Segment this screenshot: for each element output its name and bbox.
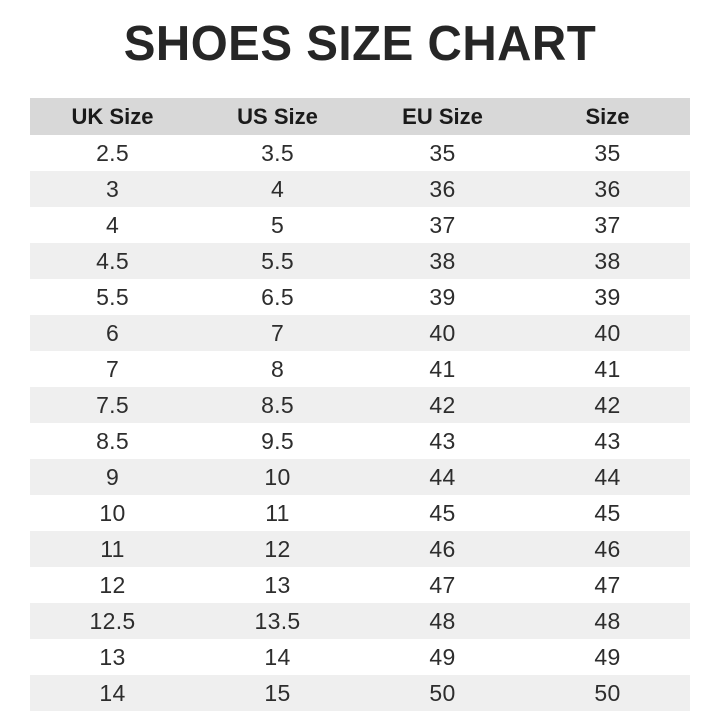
size-cell: 36 — [429, 175, 456, 202]
size-cell: 11 — [265, 499, 290, 526]
size-cell: 47 — [594, 571, 621, 598]
size-cell: 40 — [594, 319, 621, 346]
size-cell: 10 — [99, 499, 126, 526]
size-cell: 13.5 — [254, 607, 301, 634]
table-row: 14 15 50 50 — [30, 675, 690, 711]
size-cell: 49 — [429, 643, 456, 670]
size-cell: 15 — [264, 679, 291, 706]
size-cell: 39 — [429, 283, 456, 310]
size-cell: 41 — [429, 355, 456, 382]
table-row: 13 14 49 49 — [30, 639, 690, 675]
size-cell: 48 — [429, 607, 456, 634]
size-cell: 44 — [594, 463, 621, 490]
size-cell: 46 — [594, 535, 621, 562]
size-cell: 6.5 — [261, 283, 294, 310]
size-cell: 4 — [105, 211, 120, 238]
size-cell: 35 — [429, 139, 456, 166]
size-cell: 42 — [594, 391, 621, 418]
table-row: 7.5 8.5 42 42 — [30, 387, 690, 423]
table-row: 12.5 13.5 48 48 — [30, 603, 690, 639]
size-cell: 7.5 — [96, 391, 129, 418]
column-header-us-size: US Size — [195, 98, 360, 135]
size-cell: 7 — [105, 355, 120, 382]
table-row: 8.5 9.5 43 43 — [30, 423, 690, 459]
table-header: UK Size US Size EU Size Size — [30, 98, 690, 135]
size-cell: 37 — [594, 211, 621, 238]
size-cell: 37 — [429, 211, 456, 238]
size-cell: 4 — [270, 175, 285, 202]
table-row: 5.5 6.5 39 39 — [30, 279, 690, 315]
size-cell: 6 — [105, 319, 120, 346]
size-cell: 8.5 — [261, 391, 294, 418]
column-header-size: Size — [525, 98, 690, 135]
size-cell: 3 — [105, 175, 120, 202]
table-row: 9 10 44 44 — [30, 459, 690, 495]
column-header-eu-size: EU Size — [360, 98, 525, 135]
size-cell: 5 — [270, 211, 285, 238]
size-cell: 12 — [99, 571, 126, 598]
size-cell: 8 — [270, 355, 285, 382]
size-cell: 45 — [429, 499, 456, 526]
size-cell: 41 — [594, 355, 621, 382]
size-cell: 39 — [594, 283, 621, 310]
size-cell: 4.5 — [96, 247, 129, 274]
size-cell: 12.5 — [89, 607, 136, 634]
size-cell: 35 — [594, 139, 621, 166]
size-cell: 36 — [594, 175, 621, 202]
table-row: 12 13 47 47 — [30, 567, 690, 603]
table-row: 4 5 37 37 — [30, 207, 690, 243]
size-cell: 9.5 — [261, 427, 294, 454]
size-cell: 3.5 — [261, 139, 294, 166]
size-cell: 9 — [105, 463, 120, 490]
size-cell: 10 — [264, 463, 291, 490]
size-cell: 5.5 — [261, 247, 294, 274]
size-cell: 49 — [594, 643, 621, 670]
size-cell: 5.5 — [96, 283, 129, 310]
size-cell: 50 — [429, 679, 456, 706]
table-body: 2.5 3.5 35 35 3 4 36 36 4 5 37 37 4.5 5.5 38 38 5.5 6.5 39… — [30, 135, 690, 711]
size-cell: 38 — [594, 247, 621, 274]
table-row: 7 8 41 41 — [30, 351, 690, 387]
size-chart-table: UK Size US Size EU Size Size 2.5 3.5 35 35 3 4 36… — [30, 98, 690, 711]
table-row: 3 4 36 36 — [30, 171, 690, 207]
size-cell: 48 — [594, 607, 621, 634]
size-cell: 13 — [264, 571, 291, 598]
size-cell: 7 — [270, 319, 285, 346]
table-row: 4.5 5.5 38 38 — [30, 243, 690, 279]
size-cell: 11 — [100, 535, 125, 562]
size-cell: 44 — [429, 463, 456, 490]
size-cell: 8.5 — [96, 427, 129, 454]
table-row: 10 11 45 45 — [30, 495, 690, 531]
size-cell: 50 — [594, 679, 621, 706]
size-cell: 45 — [594, 499, 621, 526]
size-cell: 43 — [594, 427, 621, 454]
column-header-uk-size: UK Size — [30, 98, 195, 135]
size-cell: 2.5 — [96, 139, 129, 166]
header-row: UK Size US Size EU Size Size — [30, 98, 690, 135]
table-row: 2.5 3.5 35 35 — [30, 135, 690, 171]
size-cell: 46 — [429, 535, 456, 562]
size-cell: 40 — [429, 319, 456, 346]
size-cell: 14 — [264, 643, 291, 670]
size-cell: 42 — [429, 391, 456, 418]
page-title: SHOES SIZE CHART — [123, 17, 597, 71]
size-cell: 47 — [429, 571, 456, 598]
table-row: 11 12 46 46 — [30, 531, 690, 567]
size-cell: 13 — [99, 643, 126, 670]
size-cell: 12 — [264, 535, 291, 562]
size-cell: 14 — [99, 679, 126, 706]
table-row: 6 7 40 40 — [30, 315, 690, 351]
size-cell: 43 — [429, 427, 456, 454]
size-cell: 38 — [429, 247, 456, 274]
